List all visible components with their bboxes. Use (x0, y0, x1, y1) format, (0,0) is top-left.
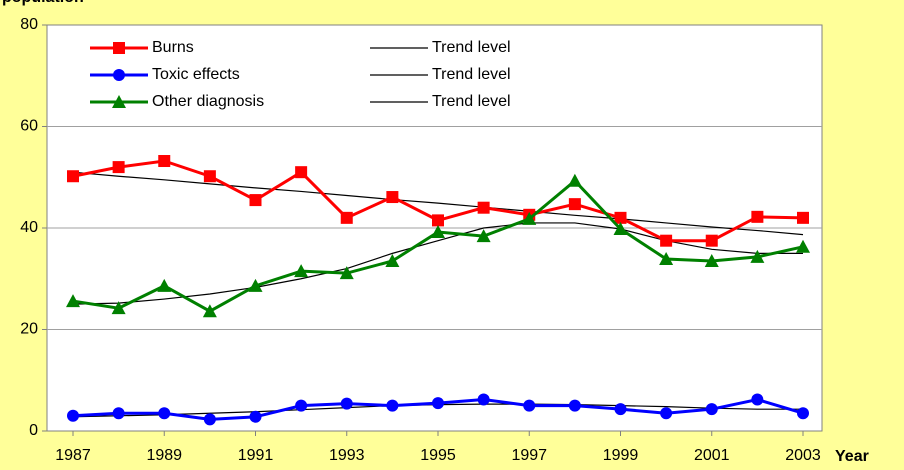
marker (67, 170, 79, 183)
marker (432, 214, 444, 227)
y-tick-label: 20 (20, 321, 38, 338)
legend-label: Trend level (432, 39, 511, 56)
marker (294, 264, 309, 278)
marker (386, 399, 399, 412)
marker (567, 173, 582, 187)
marker (248, 278, 263, 292)
x-tick-label: 1989 (146, 447, 182, 464)
marker (705, 403, 718, 416)
marker (295, 166, 308, 179)
x-tick-label: 2001 (694, 447, 730, 464)
x-tick-label: 1993 (329, 447, 365, 464)
legend-label: Toxic effects (152, 66, 240, 83)
marker (112, 95, 126, 108)
y-tick-label: 40 (20, 219, 38, 236)
marker (476, 229, 491, 243)
x-tick-label: 2003 (785, 447, 821, 464)
x-tick-label: 1991 (238, 447, 274, 464)
x-tick-label: 1987 (55, 447, 91, 464)
marker (797, 407, 809, 420)
marker (704, 253, 719, 267)
x-tick-label: 1997 (511, 447, 547, 464)
marker (659, 251, 674, 265)
legend-label: Trend level (432, 66, 511, 83)
y-tick-label: 60 (20, 118, 38, 135)
marker (158, 155, 171, 168)
y-tick-label: 0 (29, 422, 38, 439)
marker (113, 42, 125, 54)
marker (523, 399, 536, 412)
x-tick-label: 1995 (420, 447, 456, 464)
marker (796, 239, 810, 253)
marker (66, 294, 80, 308)
marker (157, 278, 172, 292)
marker (751, 393, 764, 406)
y-axis-label: population (2, 0, 84, 6)
marker (568, 198, 581, 211)
marker (613, 222, 628, 236)
marker (568, 399, 581, 412)
x-tick-label: 1999 (603, 447, 639, 464)
marker (249, 194, 262, 207)
marker (614, 403, 627, 416)
legend-label: Burns (152, 39, 194, 56)
marker (477, 393, 490, 406)
x-axis-label: Year (835, 448, 869, 465)
marker (385, 253, 400, 267)
marker (112, 407, 125, 420)
marker (705, 234, 718, 247)
marker (751, 210, 764, 223)
marker (522, 211, 537, 225)
marker (202, 304, 217, 318)
y-tick-label: 80 (20, 16, 38, 33)
marker (203, 413, 216, 426)
marker (113, 69, 125, 81)
marker (431, 225, 445, 239)
marker (112, 161, 125, 174)
marker (386, 191, 399, 204)
marker (249, 410, 262, 423)
marker (340, 397, 353, 410)
marker (67, 409, 79, 422)
marker (111, 301, 126, 315)
marker (340, 211, 353, 224)
marker (660, 234, 673, 247)
series-line (72, 171, 804, 236)
marker (158, 407, 171, 420)
marker (203, 170, 216, 183)
legend-label: Other diagnosis (152, 93, 264, 110)
marker (797, 211, 809, 224)
series-line (72, 222, 803, 305)
marker (339, 266, 354, 280)
marker (432, 397, 444, 410)
marker (477, 201, 490, 214)
marker (750, 249, 765, 263)
marker (660, 407, 673, 420)
marker (295, 399, 308, 412)
marker (614, 211, 627, 224)
legend-label: Trend level (432, 93, 511, 110)
